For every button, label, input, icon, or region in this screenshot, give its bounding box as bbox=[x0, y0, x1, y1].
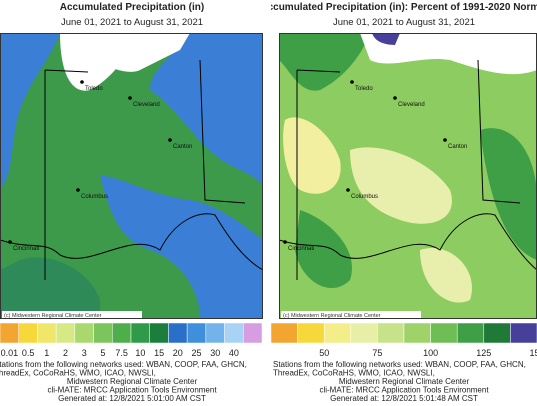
legend-swatch bbox=[510, 322, 537, 344]
legend-label: 100 bbox=[423, 348, 438, 358]
legend-label: 25 bbox=[191, 348, 201, 358]
legend-swatch bbox=[186, 322, 207, 344]
city-label: Cincinnati bbox=[288, 246, 314, 252]
legend-label: 10 bbox=[135, 348, 145, 358]
subtitle: June 01, 2021 to August 31, 2021 bbox=[61, 17, 203, 28]
legend-label: 15 bbox=[154, 348, 164, 358]
legend-label: 40 bbox=[229, 348, 239, 358]
city-dot bbox=[393, 96, 397, 100]
note: Midwestern Regional Climate Center bbox=[67, 377, 198, 386]
legend-label: 50 bbox=[319, 348, 329, 358]
legend-swatch bbox=[430, 322, 458, 344]
legend-label: 75 bbox=[372, 348, 382, 358]
legend-swatch bbox=[224, 322, 244, 344]
note: Midwestern Regional Climate Center bbox=[339, 377, 470, 386]
credit: (c) Midwestern Regional Climate Center bbox=[283, 313, 381, 319]
credit-box bbox=[2, 311, 142, 318]
legend-swatch bbox=[350, 322, 378, 344]
legend-swatch bbox=[18, 322, 38, 344]
city-dot bbox=[283, 240, 287, 244]
legend-label: 3 bbox=[82, 348, 87, 358]
legend-swatch bbox=[55, 322, 76, 344]
city-label: Canton bbox=[173, 144, 192, 150]
map-frame bbox=[0, 33, 263, 319]
legend-swatch bbox=[271, 322, 298, 344]
city-label: Cincinnati bbox=[13, 246, 39, 252]
legend-swatch bbox=[377, 322, 405, 344]
title: Accumulated Precipitation (in) bbox=[60, 2, 204, 13]
note: Stations from the following networks use… bbox=[273, 360, 526, 369]
legend-label: 2 bbox=[63, 348, 68, 358]
note: cli-MATE: MRCC Application Tools Environ… bbox=[47, 386, 217, 395]
legend-label: 7.5 bbox=[115, 348, 128, 358]
legend-swatch bbox=[403, 322, 431, 344]
legend-swatch bbox=[205, 322, 225, 344]
city-label: Cleveland bbox=[133, 102, 160, 108]
legend-label: 5 bbox=[100, 348, 105, 358]
credit-box bbox=[281, 311, 421, 318]
legend-swatch bbox=[456, 322, 485, 344]
legend-swatch bbox=[243, 322, 263, 344]
map-right bbox=[279, 33, 537, 319]
credit: (c) Midwestern Regional Climate Center bbox=[4, 313, 102, 319]
legend-swatch bbox=[323, 322, 352, 344]
city-label: Columbus bbox=[81, 194, 108, 200]
panel: Accumulated Precipitation (in) June 01, 2… bbox=[0, 2, 263, 401]
note: Generated at: 12/8/2021 5:01:00 AM CST bbox=[58, 394, 206, 401]
legend-label: 0.5 bbox=[22, 348, 35, 358]
legend-swatch bbox=[112, 322, 132, 344]
note: ThreadEx, CoCoRaHS, WMO, ICAO, NWSLI, bbox=[273, 369, 435, 378]
city-label: Toledo bbox=[355, 86, 373, 92]
city-dot bbox=[346, 188, 350, 192]
legend-swatch bbox=[93, 322, 113, 344]
note: cli-MATE: MRCC Application Tools Environ… bbox=[319, 386, 489, 395]
legend-swatch bbox=[483, 322, 511, 344]
legend-swatch bbox=[130, 322, 150, 344]
city-label: Cleveland bbox=[398, 102, 425, 108]
city-label: Columbus bbox=[351, 194, 378, 200]
legend-label: 30 bbox=[210, 348, 220, 358]
map-left bbox=[0, 33, 263, 319]
note: Generated at: 12/8/2021 5:01:48 AM CST bbox=[330, 394, 478, 401]
city-label: Canton bbox=[448, 144, 467, 150]
legend-swatch bbox=[297, 322, 325, 344]
legend-label: 1 bbox=[44, 348, 49, 358]
legend-swatch bbox=[0, 322, 19, 344]
panel: Accumulated Precipitation (in): Percent … bbox=[260, 2, 537, 401]
legend-swatch bbox=[37, 322, 57, 344]
legend-label: 125 bbox=[476, 348, 491, 358]
legend-swatch bbox=[168, 322, 188, 344]
legend-swatch bbox=[149, 322, 169, 344]
subtitle: June 01, 2021 to August 31, 2021 bbox=[333, 17, 475, 28]
city-dot bbox=[168, 138, 172, 142]
legend-label: 20 bbox=[173, 348, 183, 358]
city-dot bbox=[80, 80, 84, 84]
legend-label: 0.01 bbox=[1, 348, 19, 358]
note: ThreadEx, CoCoRaHS, WMO, ICAO, NWSLI, bbox=[0, 369, 156, 378]
city-dot bbox=[128, 96, 132, 100]
title: Accumulated Precipitation (in): Percent … bbox=[260, 2, 537, 13]
city-dot bbox=[76, 188, 80, 192]
legend-swatch bbox=[74, 322, 94, 344]
city-label: Toledo bbox=[85, 86, 103, 92]
note: Stations from the following networks use… bbox=[0, 360, 247, 369]
legend-label: 150 bbox=[529, 348, 537, 358]
city-dot bbox=[350, 80, 354, 84]
city-dot bbox=[8, 240, 12, 244]
city-dot bbox=[443, 138, 447, 142]
